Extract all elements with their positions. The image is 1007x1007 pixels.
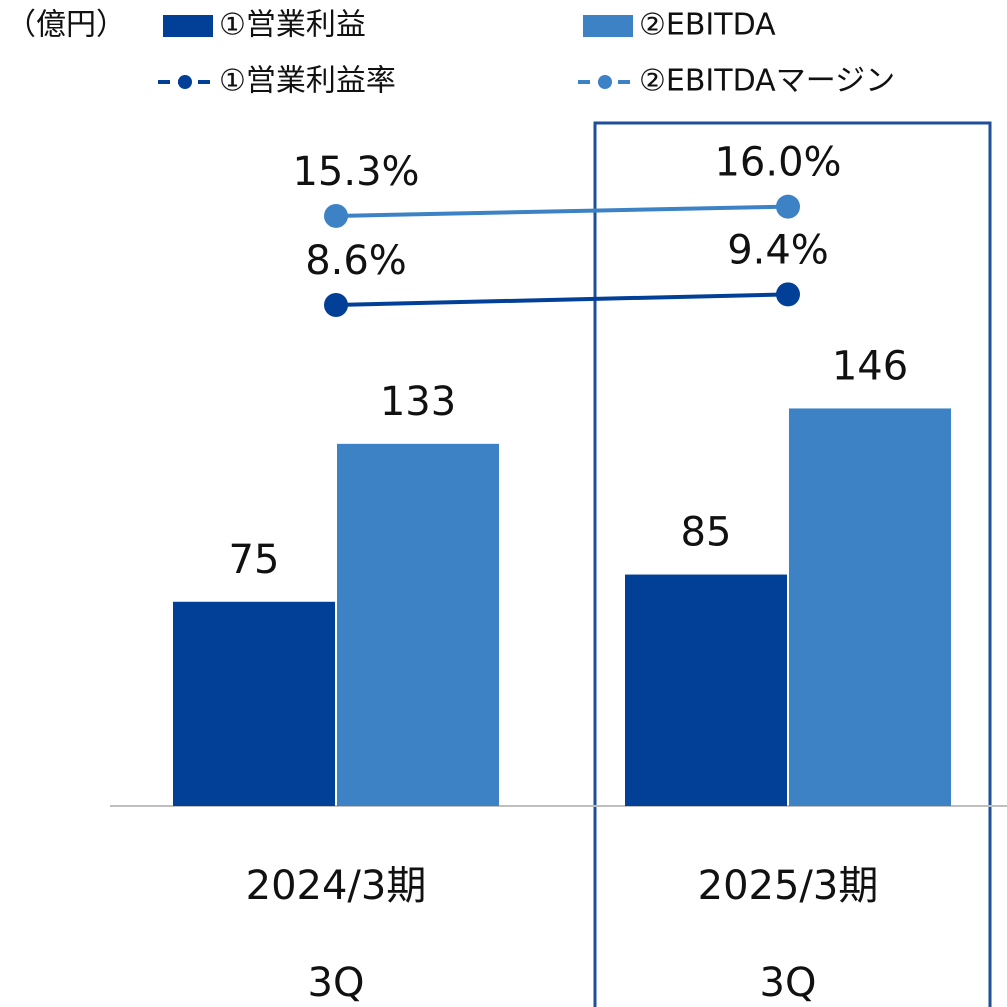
unit-label: （億円） bbox=[6, 8, 126, 43]
line-value-label: 16.0% bbox=[714, 140, 841, 186]
line-value-label: 8.6% bbox=[305, 238, 407, 284]
legend-swatch bbox=[583, 15, 633, 37]
bar-value-label: 146 bbox=[832, 343, 908, 389]
bar-value-label: 133 bbox=[380, 379, 456, 425]
legend-swatch bbox=[163, 15, 213, 37]
bar bbox=[625, 574, 787, 806]
line bbox=[335, 292, 789, 307]
bar-value-label: 85 bbox=[681, 510, 732, 556]
line bbox=[335, 204, 789, 218]
legend-label: ①営業利益率 bbox=[219, 64, 396, 99]
legend-marker bbox=[178, 75, 192, 89]
bar-value-label: 75 bbox=[229, 537, 280, 583]
line-marker bbox=[324, 203, 348, 228]
bar bbox=[337, 443, 499, 806]
line-value-label: 15.3% bbox=[292, 149, 419, 195]
x-tick-label: 2024/3期 bbox=[246, 863, 427, 909]
legend-marker bbox=[598, 75, 612, 89]
x-tick-label: 2025/3期 bbox=[698, 863, 879, 909]
legend-label: ②EBITDA bbox=[639, 8, 776, 43]
x-tick-label: 3Q bbox=[308, 960, 365, 1006]
bar bbox=[173, 601, 335, 806]
line-marker bbox=[776, 282, 800, 307]
line-value-label: 9.4% bbox=[727, 227, 829, 273]
legend-label: ②EBITDAマージン bbox=[639, 64, 895, 99]
highlight-box bbox=[593, 121, 992, 1007]
line-marker bbox=[324, 292, 348, 317]
line-marker bbox=[776, 194, 800, 219]
legend-label: ①営業利益 bbox=[219, 8, 366, 43]
bar bbox=[789, 408, 951, 806]
x-tick-label: 3Q bbox=[760, 960, 817, 1006]
